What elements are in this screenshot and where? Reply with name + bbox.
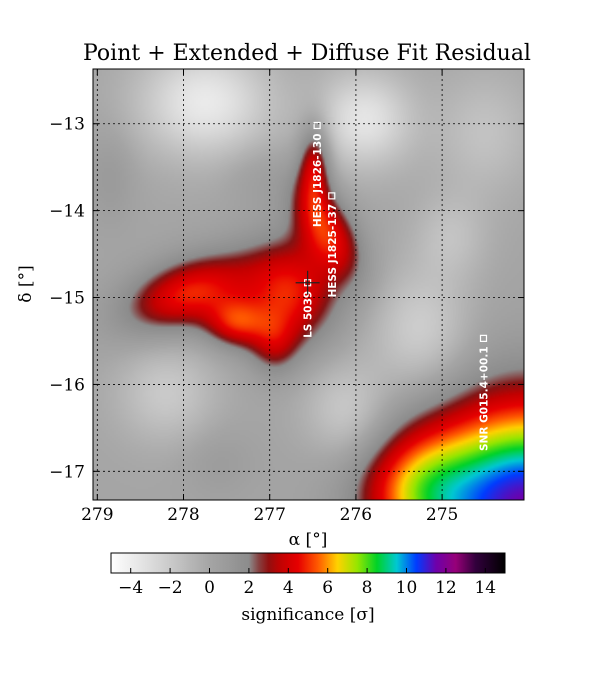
- y-axis-ticks: −13 −14 −15 −16 −17: [49, 115, 524, 482]
- colorbar-tick-label: 14: [474, 578, 496, 598]
- heatmap-area: [93, 69, 524, 500]
- y-tick-label: −14: [49, 202, 85, 222]
- x-tick-label: 276: [340, 505, 372, 525]
- colorbar-tick-label: −2: [158, 578, 183, 598]
- residual-heatmap: [93, 69, 524, 500]
- source-marker: SNR G015.4+00.1: [478, 334, 490, 451]
- source-marker: HESS J1826-130: [312, 121, 324, 227]
- source-square: [479, 334, 488, 342]
- chart-title: Point + Extended + Diffuse Fit Residual: [83, 41, 531, 66]
- colorbar-tick-label: 10: [396, 578, 418, 598]
- colorbar-tick-label: 6: [322, 578, 333, 598]
- source-label: HESS J1825-137: [327, 204, 339, 298]
- x-tick-label: 277: [253, 505, 285, 525]
- colorbar-ticks: −4 −2 0 2 4 6 8 10 12 14: [118, 568, 496, 598]
- y-tick-label: −16: [49, 375, 85, 395]
- x-tick-label: 275: [426, 505, 458, 525]
- x-axis-ticks: 279 278 277 276 275: [81, 69, 458, 525]
- source-label: LS 5039: [303, 291, 315, 338]
- grid-lines: [93, 69, 524, 500]
- y-tick-label: −17: [49, 462, 85, 482]
- y-tick-label: −15: [49, 289, 85, 309]
- source-marker: HESS J1825-137: [327, 192, 339, 298]
- source-square: [328, 192, 336, 200]
- plot-frame: [92, 68, 525, 501]
- source-label: SNR G015.4+00.1: [478, 346, 490, 451]
- source-label: HESS J1826-130: [312, 133, 324, 227]
- colorbar-tick-label: −4: [118, 578, 143, 598]
- colorbar-tick-label: 0: [204, 578, 215, 598]
- y-tick-label: −13: [49, 115, 85, 135]
- x-tick-label: 279: [81, 505, 113, 525]
- colorbar-tick-label: 4: [283, 578, 294, 598]
- source-square: [313, 121, 321, 130]
- colorbar-tick-label: 8: [362, 578, 373, 598]
- colorbar: −4 −2 0 2 4 6 8 10 12 14 significance [σ]: [110, 552, 506, 625]
- y-axis-label: δ [°]: [16, 265, 36, 302]
- x-axis-label: α [°]: [289, 530, 328, 550]
- x-tick-label: 278: [167, 505, 199, 525]
- colorbar-tick-label: 2: [243, 578, 254, 598]
- colorbar-tick-label: 12: [435, 578, 457, 598]
- colorbar-label: significance [σ]: [241, 605, 374, 625]
